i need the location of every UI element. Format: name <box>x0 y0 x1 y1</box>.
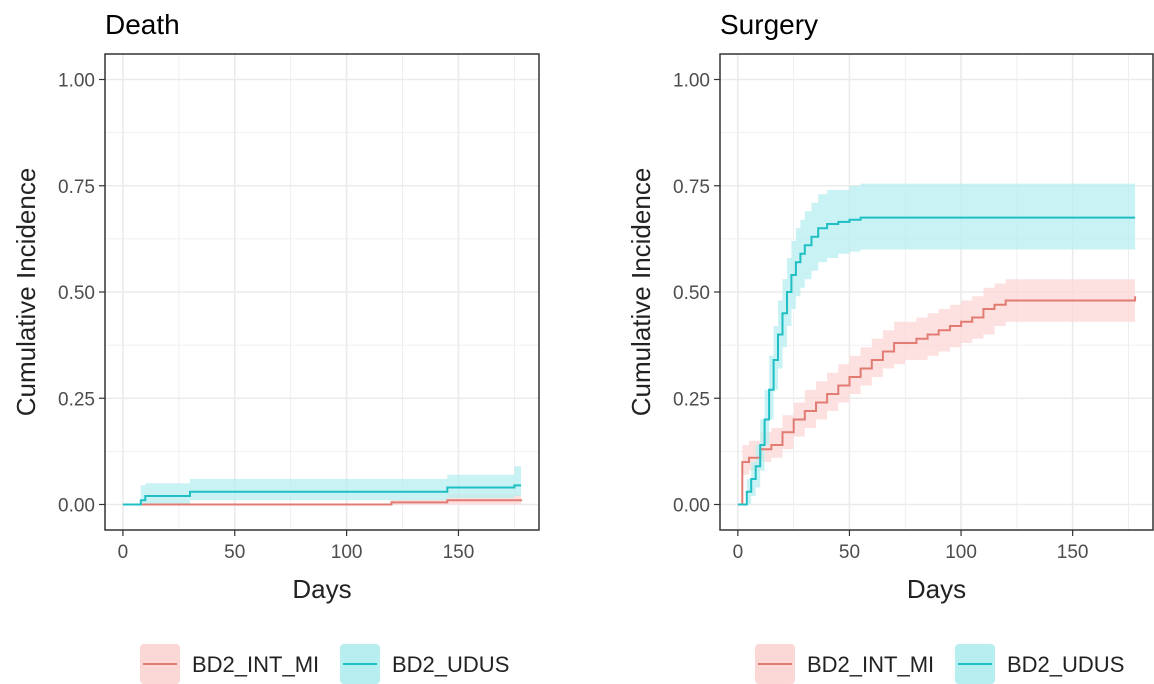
panel-title: Surgery <box>720 9 818 40</box>
x-tick-label: 100 <box>945 542 977 563</box>
y-axis-title: Cumulative Incidence <box>626 168 656 417</box>
series-line-bd2-int-mi <box>737 296 1137 506</box>
legend-key-bd2-udus: BD2_UDUS <box>340 644 509 684</box>
x-tick-label: 50 <box>839 542 860 563</box>
ci-band-bd2-udus <box>122 466 522 505</box>
y-tick-label: 0.50 <box>673 283 710 304</box>
y-tick-label: 0.75 <box>58 177 95 198</box>
ci-band-bd2-udus <box>737 183 1136 505</box>
legend-key-bd2-int-mi: BD2_INT_MI <box>755 644 934 684</box>
legend-key-bd2-int-mi: BD2_INT_MI <box>140 644 319 684</box>
series-line-bd2-int-mi <box>122 499 523 506</box>
y-tick-label: 0.25 <box>673 389 710 410</box>
ci-band-bd2-int-mi <box>737 275 1136 505</box>
legend-label: BD2_UDUS <box>1007 652 1124 677</box>
x-tick-label: 150 <box>1057 542 1089 563</box>
x-tick-label: 0 <box>118 542 129 563</box>
x-axis-title: Days <box>292 574 351 604</box>
x-tick-label: 50 <box>224 542 245 563</box>
x-tick-label: 100 <box>331 542 363 563</box>
series-line-bd2-udus <box>737 216 1136 506</box>
y-tick-label: 0.00 <box>58 496 95 517</box>
y-tick-label: 0.25 <box>58 389 95 410</box>
x-tick-label: 150 <box>443 542 475 563</box>
legend: BD2_INT_MI BD2_UDUS <box>755 644 1124 684</box>
y-axis-title: Cumulative Incidence <box>11 168 41 417</box>
y-tick-label: 0.00 <box>673 496 710 517</box>
legend-label: BD2_INT_MI <box>807 652 934 677</box>
legend: BD2_INT_MI BD2_UDUS <box>140 644 509 684</box>
x-axis-title: Days <box>907 574 966 604</box>
y-tick-label: 0.50 <box>58 283 95 304</box>
death-panel: 0 50 100 150 0.00 0.25 0.50 0.75 1.00 Death Days Cu… <box>11 9 540 684</box>
legend-label: BD2_UDUS <box>392 652 509 677</box>
panel-title: Death <box>105 9 180 40</box>
legend-key-bd2-udus: BD2_UDUS <box>955 644 1124 684</box>
y-tick-label: 1.00 <box>58 71 95 92</box>
ci-band-bd2-int-mi <box>122 489 522 505</box>
y-tick-label: 0.75 <box>673 177 710 198</box>
x-tick-label: 0 <box>733 542 744 563</box>
y-tick-label: 1.00 <box>673 71 710 92</box>
legend-label: BD2_INT_MI <box>192 652 319 677</box>
series-line-bd2-udus <box>122 484 522 506</box>
surgery-panel: 0 50 100 150 0.00 0.25 0.50 0.75 1.00 Surgery Days… <box>626 9 1154 684</box>
